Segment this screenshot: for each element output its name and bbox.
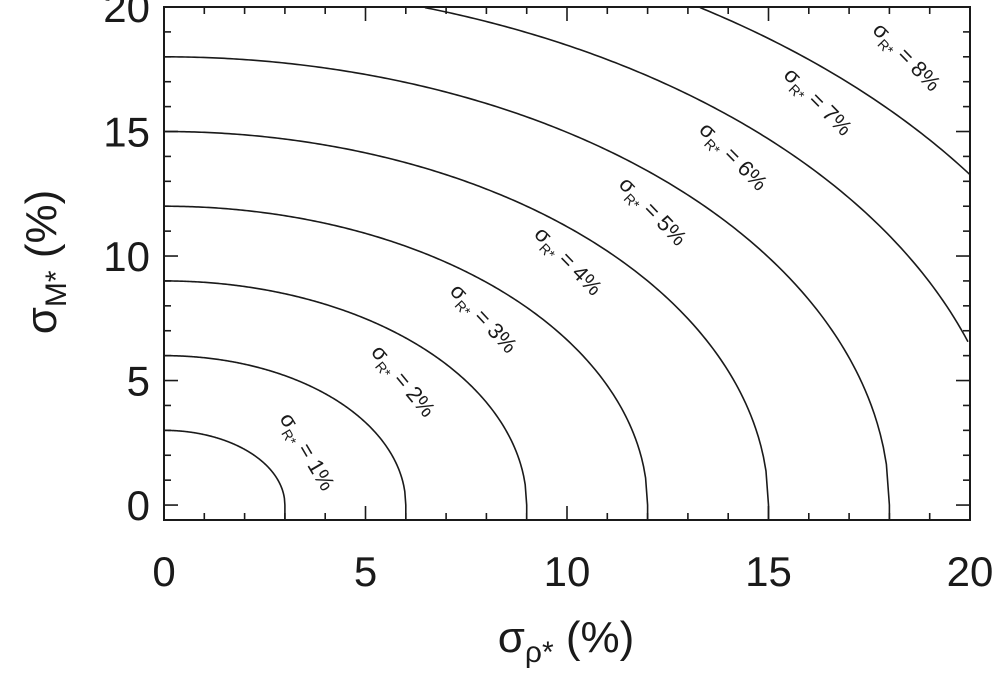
contour-label-value: = 4% [550,242,608,300]
contour-label-4: σR* = 4% [527,221,608,303]
contour-lines [163,6,971,520]
y-axis-title-unit: (%) [17,190,66,271]
contour-label-8: σR* = 8% [865,17,946,99]
x-tick-label: 15 [745,548,792,595]
contour-label-value: = 8% [888,38,946,96]
x-tick-label: 5 [354,548,377,595]
x-axis-title-subscript: ρ* [525,636,554,669]
contour-label-value: = 1% [290,433,340,495]
contour-label-value: = 5% [634,192,691,250]
contour-label-3: σR* = 3% [442,278,522,361]
y-tick-label: 20 [103,0,150,31]
y-axis-title-symbol: σ [17,307,66,334]
y-tick-label: 0 [127,482,150,529]
contour-label-value: = 7% [799,83,857,141]
y-tick-label: 10 [103,233,150,280]
plot-frame [163,6,971,521]
y-axis-title-subscript: M* [40,270,73,307]
contour-line-5 [163,130,770,520]
contour-label-value: = 6% [715,137,773,195]
x-tick-label: 10 [544,548,591,595]
y-tick-label: 5 [127,358,150,405]
tick-labels: 0 5 10 15 20 0 5 10 15 20 [103,0,993,595]
y-axis-title: σM* (%) [17,190,73,334]
contour-line-2 [164,354,407,520]
x-tick-label: 20 [947,548,994,595]
contour-line-8 [699,6,971,176]
contour-labels: σR* = 1%σR* = 2%σR* = 3%σR* = 4%σR* = 5%… [271,17,946,497]
contour-label-5: σR* = 5% [611,171,692,253]
contour-label-value: = 2% [385,362,441,422]
x-axis-title: σρ* (%) [498,613,635,669]
contour-label-6: σR* = 6% [692,117,773,199]
y-tick-label: 15 [103,109,150,156]
contour-line-3 [164,280,528,520]
x-axis-title-unit: (%) [554,613,635,662]
contour-line-4 [163,205,649,520]
contour-label-7: σR* = 7% [776,62,857,143]
x-axis-title-symbol: σ [498,613,525,662]
contour-label-value: = 3% [465,300,522,359]
contour-line-7 [424,6,969,343]
contour-line-6 [164,56,891,520]
x-tick-label: 0 [152,548,175,595]
contour-line-1 [164,429,286,520]
contour-label-1: σR* = 1% [271,408,340,497]
